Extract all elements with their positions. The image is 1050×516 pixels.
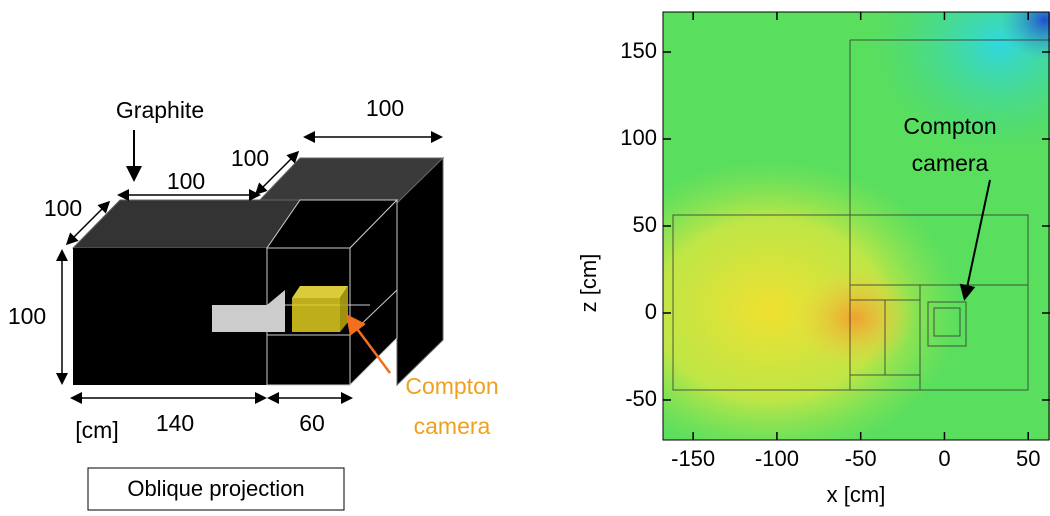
- x-tick-label: 0: [938, 446, 950, 471]
- annotation: Compton: [903, 113, 996, 139]
- dimension-label: 100: [44, 195, 82, 221]
- caption: Oblique projection: [127, 476, 304, 501]
- dimension-label: 60: [299, 410, 325, 436]
- camera-front: [292, 298, 340, 332]
- y-tick-label: 100: [620, 125, 657, 150]
- camera-top: [292, 286, 348, 298]
- oblique-drawing: Graphite 100 100 100 100 100 140 60 [cm]…: [8, 95, 499, 510]
- x-tick-label: -50: [845, 446, 877, 471]
- front-top-face: [73, 200, 300, 248]
- x-axis-label: x [cm]: [827, 482, 886, 507]
- y-tick-label: 150: [620, 38, 657, 63]
- material-label: Graphite: [116, 97, 204, 123]
- y-tick-label: 0: [645, 299, 657, 324]
- y-tick-label: 50: [633, 212, 657, 237]
- camera-label: Compton: [405, 373, 498, 399]
- page: {"left_panel": {"material_label": "Graph…: [0, 0, 1050, 516]
- camera-label: camera: [414, 413, 491, 439]
- y-axis-label: z [cm]: [576, 254, 601, 313]
- x-tick-label: -100: [755, 446, 799, 471]
- dimension-label: 100: [366, 95, 404, 121]
- dimension-label: 140: [156, 410, 194, 436]
- y-tick-label: -50: [625, 386, 657, 411]
- annotation: camera: [912, 150, 989, 176]
- x-tick-label: -150: [671, 446, 715, 471]
- figure: Graphite 100 100 100 100 100 140 60 [cm]…: [0, 0, 1050, 511]
- dimension-label: 100: [231, 145, 269, 171]
- x-tick-label: 50: [1016, 446, 1040, 471]
- dimension-label: 100: [8, 303, 46, 329]
- unit-label: [cm]: [75, 417, 118, 443]
- dimension-label: 100: [167, 168, 205, 194]
